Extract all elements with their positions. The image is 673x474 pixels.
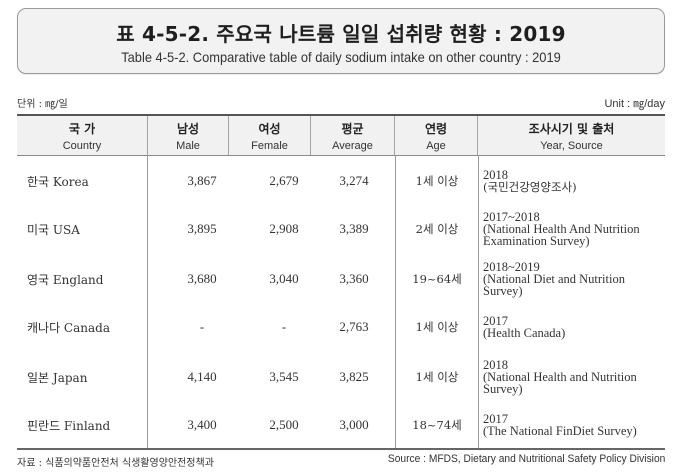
source-name: (The National FinDiet Survey) [483,424,637,438]
header-female-ko: 여성 [258,122,281,136]
source-name: Survey) [483,284,523,298]
source-name: Examination Survey) [483,234,590,248]
cell-country: 핀란드 Finland [27,418,111,433]
header-country: 국 가 Country [17,116,148,155]
header-source-en: Year, Source [540,140,603,152]
cell-female: 3,040 [269,271,299,286]
cell-female: 2,908 [269,221,299,236]
cell-source: 2017 (Health Canada) [483,303,663,351]
table-header: 국 가 Country 남성 Male 여성 Female 평균 Average… [17,114,665,156]
header-female: 여성 Female [229,116,311,155]
cell-average: 3,825 [339,369,369,384]
header-male: 남성 Male [148,116,229,155]
source-year: 2018~2019 [483,260,540,274]
header-average-ko: 평균 [341,122,364,136]
cell-female: 2,500 [269,417,299,432]
cell-male: - [199,319,205,334]
source-year: 2018 [483,168,508,182]
header-male-ko: 남성 [176,122,200,136]
cell-age: 18~74세 [412,418,462,432]
cell-male: 3,895 [187,221,217,236]
source-name: (National Health and Nutrition [483,370,637,384]
cell-country: 한국 Korea [27,174,89,189]
source-name: (국민건강영양조사) [483,180,577,194]
cell-average: 3,389 [339,221,369,236]
table-row-canada: 캐나다 Canada - - 2,763 1세 이상 2017 (Health … [17,303,665,351]
header-age-en: Age [426,140,446,152]
header-age-ko: 연령 [424,122,448,136]
cell-source: 2017~2018 (National Health And Nutrition… [483,205,663,253]
header-source: 조사시기 및 출처 Year, Source [478,116,665,155]
cell-source: 2018~2019 (National Diet and Nutrition S… [483,255,663,303]
table-row-england: 영국 England 3,680 3,040 3,360 19~64세 2018… [17,255,665,303]
unit-label-korean: 단위 : ㎎/일 [17,99,68,110]
cell-age: 1세 이상 [415,370,459,384]
table-title-box: 표 4-5-2. 주요국 나트륨 일일 섭취량 현황 : 2019 Table … [17,8,665,74]
sodium-intake-table: 국 가 Country 남성 Male 여성 Female 평균 Average… [17,114,665,450]
source-name: Survey) [483,382,523,396]
cell-age: 1세 이상 [415,320,459,334]
source-name: (National Health And Nutrition [483,222,640,236]
footer-source-korean: 자료 : 식품의약품안전처 식생활영양안전정책과 [17,458,214,469]
cell-source: 2017 (The National FinDiet Survey) [483,401,663,449]
cell-age: 2세 이상 [415,222,459,236]
source-name: (Health Canada) [483,326,566,340]
cell-average: 3,360 [339,271,369,286]
header-female-en: Female [251,140,288,152]
cell-female: 2,679 [269,173,299,188]
header-male-en: Male [176,140,200,152]
cell-male: 3,867 [187,173,217,188]
table-row-finland: 핀란드 Finland 3,400 2,500 3,000 18~74세 201… [17,401,665,449]
source-year: 2017~2018 [483,210,540,224]
cell-country: 영국 England [27,272,104,287]
header-average: 평균 Average [311,116,395,155]
cell-average: 2,763 [339,319,369,334]
header-country-ko: 국 가 [68,122,96,136]
cell-country: 미국 USA [27,222,80,237]
column-divider [478,155,479,448]
cell-source: 2018 (국민건강영양조사) [483,157,663,205]
table-row-usa: 미국 USA 3,895 2,908 3,389 2세 이상 2017~2018… [17,205,665,253]
header-average-en: Average [332,140,373,152]
title-korean: 표 4-5-2. 주요국 나트륨 일일 섭취량 현황 : 2019 [116,22,566,46]
header-age: 연령 Age [395,116,478,155]
cell-male: 3,400 [187,417,217,432]
cell-country: 캐나다 Canada [27,320,110,335]
header-country-en: Country [62,140,102,152]
cell-male: 4,140 [187,369,217,384]
table-body: 한국 Korea 3,867 2,679 3,274 1세 이상 2018 (국… [17,155,665,450]
source-year: 2017 [483,412,508,426]
table-row-korea: 한국 Korea 3,867 2,679 3,274 1세 이상 2018 (국… [17,157,665,205]
source-name: (National Diet and Nutrition [483,272,625,286]
cell-male: 3,680 [187,271,217,286]
table-row-japan: 일본 Japan 4,140 3,545 3,825 1세 이상 2018 (N… [17,353,665,401]
cell-female: - [281,319,287,334]
column-divider [395,155,396,448]
cell-average: 3,000 [339,417,369,432]
header-source-ko: 조사시기 및 출처 [528,122,615,136]
source-year: 2017 [483,314,508,328]
cell-average: 3,274 [339,173,369,188]
cell-age: 1세 이상 [415,174,459,188]
source-year: 2018 [483,358,508,372]
footer-source-english: Source : MFDS, Dietary and Nutritional S… [387,453,665,465]
cell-female: 3,545 [269,369,299,384]
cell-source: 2018 (National Health and Nutrition Surv… [483,353,663,401]
cell-age: 19~64세 [412,272,462,286]
cell-country: 일본 Japan [27,370,88,385]
column-divider [147,155,148,448]
unit-label-english: Unit : ㎎/day [604,98,665,110]
title-english: Table 4-5-2. Comparative table of daily … [121,49,561,65]
